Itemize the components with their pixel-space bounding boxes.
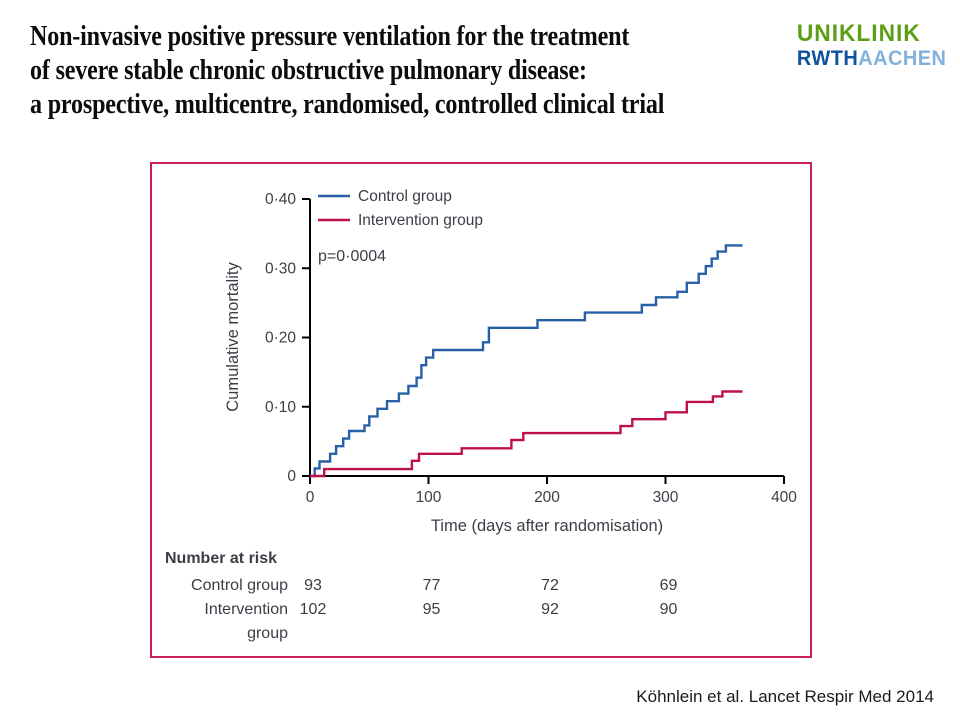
legend-label-intervention: Intervention group: [358, 212, 483, 229]
risk-row-label: Intervention: [204, 601, 288, 618]
risk-row-label: Control group: [191, 577, 288, 594]
figure-panel: 0 0·10 0·20 0·30 0·40 0 100 200 300 400 Cumulativ…: [150, 162, 812, 658]
risk-value: 90: [660, 601, 678, 618]
x-axis-title: Time (days after randomisation): [431, 517, 663, 535]
slide-title-line-3: a prospective, multicentre, randomised, …: [30, 89, 665, 120]
slide-title-line-2: of severe stable chronic obstructive pul…: [30, 55, 587, 86]
risk-value: 69: [660, 577, 678, 594]
logo-aachen: AACHEN: [857, 47, 946, 70]
risk-value: 95: [423, 601, 441, 618]
risk-value: 77: [423, 577, 441, 594]
x-tick-label: 200: [534, 489, 560, 506]
axis-lines: [309, 199, 784, 477]
risk-value: 92: [541, 601, 559, 618]
axis-ticks: [302, 198, 785, 484]
risk-value: 93: [304, 577, 322, 594]
slide-title: Non-invasive positive pressure ventilati…: [30, 20, 664, 122]
y-tick-label: 0·30: [265, 260, 296, 277]
axis-tick-labels: 0 0·10 0·20 0·30 0·40 0 100 200 300 400: [265, 191, 797, 506]
risk-value: 72: [541, 577, 559, 594]
logo-rwth-aachen-text: RWTHAACHEN: [796, 48, 946, 69]
x-tick-label: 400: [771, 489, 797, 506]
risk-value: 102: [300, 601, 327, 618]
legend-label-control: Control group: [358, 188, 452, 205]
logo-uniklinik-text: UNIKLINIK: [796, 20, 921, 47]
y-tick-label: 0·10: [265, 399, 296, 416]
y-tick-label: 0·20: [265, 330, 296, 347]
survival-step-line-control: [310, 244, 743, 478]
risk-row-label: group: [247, 625, 288, 642]
citation: Köhnlein et al. Lancet Respir Med 2014: [636, 687, 934, 706]
y-tick-label: 0: [287, 468, 296, 485]
x-tick-label: 100: [416, 489, 442, 506]
survival-step-line-intervention: [310, 390, 743, 478]
x-tick-label: 300: [653, 489, 679, 506]
y-tick-label: 0·40: [265, 191, 296, 208]
p-value-annotation: p=0·0004: [318, 248, 386, 265]
number-at-risk-table: Number at risk Control group 93 77 72 69 Inte…: [165, 550, 678, 642]
survival-curves: [310, 244, 743, 478]
logo-rwth: RWTH: [796, 47, 858, 70]
kaplan-meier-chart: 0 0·10 0·20 0·30 0·40 0 100 200 300 400 Cumulativ…: [165, 188, 797, 642]
legend: Control group Intervention group p=0·000…: [318, 188, 483, 265]
number-at-risk-title: Number at risk: [165, 550, 277, 567]
slide-title-line-1: Non-invasive positive pressure ventilati…: [30, 21, 630, 52]
uniklinik-rwth-aachen-logo: UNIKLINIK RWTHAACHEN: [796, 20, 946, 70]
x-tick-label: 0: [306, 489, 315, 506]
y-axis-title: Cumulative mortality: [224, 262, 242, 412]
